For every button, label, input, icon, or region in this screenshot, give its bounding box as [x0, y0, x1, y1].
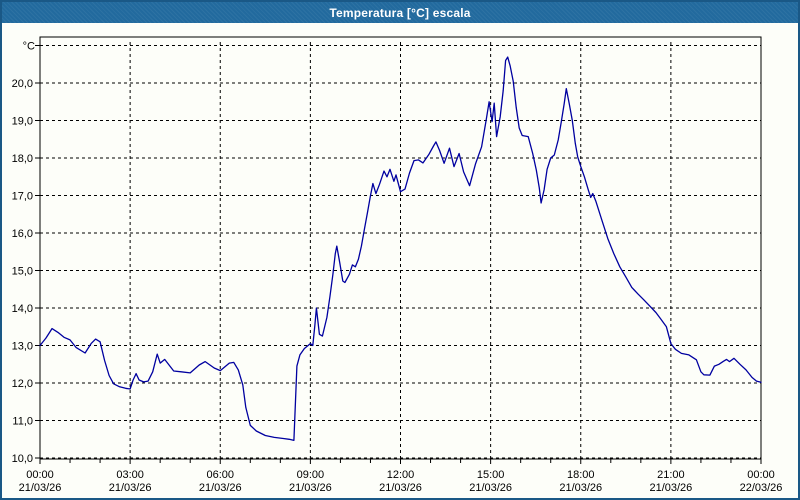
x-tick-time-label: 06:00 [206, 469, 234, 481]
window-title: Temperatura [°C] escala [329, 5, 471, 20]
y-tick-label: 13,0 [12, 341, 33, 353]
y-tick-label: 18,0 [12, 153, 33, 165]
y-axis-unit-label: °C [23, 41, 35, 53]
x-tick-date-label: 21/03/26 [379, 482, 422, 494]
x-tick-date-label: 21/03/26 [19, 482, 62, 494]
temperature-line [39, 56, 762, 442]
y-tick-label: 12,0 [12, 378, 33, 390]
y-tick-label: 17,0 [12, 191, 33, 203]
y-tick-label: 16,0 [12, 228, 33, 240]
x-tick-date-label: 21/03/26 [289, 482, 332, 494]
x-tick-time-label: 21:00 [657, 469, 685, 481]
y-tick-label: 14,0 [12, 303, 33, 315]
y-tick-label: 10,0 [12, 453, 33, 465]
x-tick-date-label: 21/03/26 [199, 482, 242, 494]
y-tick-label: 20,0 [12, 78, 33, 90]
x-tick-date-label: 21/03/26 [469, 482, 512, 494]
plot-border [39, 36, 762, 460]
x-tick-time-label: 18:00 [567, 469, 595, 481]
x-tick-time-label: 12:00 [387, 469, 415, 481]
x-tick-time-label: 00:00 [26, 469, 54, 481]
x-tick-date-label: 21/03/26 [559, 482, 602, 494]
x-tick-time-label: 15:00 [477, 469, 505, 481]
y-tick-label: 11,0 [12, 416, 33, 428]
x-tick-date-label: 21/03/26 [649, 482, 692, 494]
x-tick-date-label: 22/03/26 [740, 482, 783, 494]
y-tick-label: 19,0 [12, 116, 33, 128]
y-tick-label: 15,0 [12, 266, 33, 278]
window-title-bar: Temperatura [°C] escala [2, 2, 798, 23]
x-tick-time-label: 09:00 [297, 469, 325, 481]
x-tick-date-label: 21/03/26 [109, 482, 152, 494]
x-tick-time-label: 00:00 [747, 469, 775, 481]
x-tick-time-label: 03:00 [116, 469, 144, 481]
